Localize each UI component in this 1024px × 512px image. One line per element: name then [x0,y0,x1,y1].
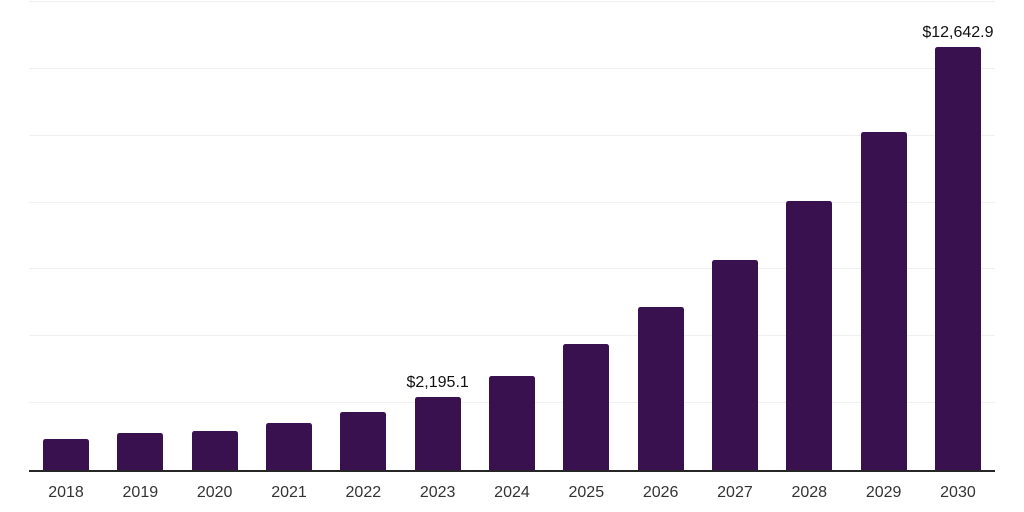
bar-column-2022 [340,2,387,470]
bar-2026[interactable] [637,306,684,470]
bar-column-2024 [488,2,535,470]
x-label-2020: 2020 [196,484,233,501]
value-label-2030: $12,642.9 [922,24,994,42]
gridline-12000 [29,67,995,69]
bar-column-2030: $12,642.9 [922,2,994,470]
bar-2018[interactable] [43,439,89,470]
gridline-6000 [29,268,995,270]
bar-2022[interactable] [340,412,387,470]
bar-2020[interactable] [191,430,238,470]
x-label-2024: 2024 [494,484,530,501]
x-label-2018: 2018 [48,484,84,501]
bar-2021[interactable] [265,422,312,470]
x-label-2022: 2022 [345,484,382,501]
bar-2024[interactable] [488,376,535,470]
bar-2023[interactable] [414,396,461,470]
bar-2025[interactable] [563,343,610,470]
bar-column-2026 [637,2,684,470]
bar-column-2018 [43,2,89,470]
bar-column-2027 [711,2,758,470]
plot-area: $2,195.1 $12,642.9 [29,1,995,470]
bar-column-2019 [117,2,164,470]
x-axis-labels: 2018 2019 2020 2021 2022 2023 2024 2025 2026 2027… [29,484,995,502]
x-label-2027: 2027 [717,484,753,501]
gridline-14000 [29,1,995,2]
x-label-2026: 2026 [642,484,679,501]
bar-2028[interactable] [786,200,833,470]
bar-column-2023: $2,195.1 [407,2,469,470]
x-axis-line [29,470,995,472]
bar-2030[interactable] [934,47,981,470]
value-label-2023: $2,195.1 [406,373,469,391]
bar-column-2021 [265,2,312,470]
bar-column-2025 [563,2,610,470]
gridline-8000 [29,201,995,203]
x-label-2025: 2025 [568,484,605,501]
bar-2029[interactable] [860,131,907,470]
bar-2027[interactable] [711,259,758,470]
x-label-2021: 2021 [271,484,307,501]
x-label-2030: 2030 [940,484,976,501]
bar-column-2029 [860,2,907,470]
x-label-2028: 2028 [791,484,828,501]
gridline-10000 [29,134,995,136]
x-label-2029: 2029 [865,484,902,501]
bars-row: $2,195.1 $12,642.9 [29,2,995,470]
bar-column-2020 [191,2,238,470]
bar-column-2028 [786,2,833,470]
x-label-2019: 2019 [122,484,159,501]
gridline-4000 [29,335,995,337]
x-label-2023: 2023 [419,484,456,501]
bar-2019[interactable] [117,432,164,470]
